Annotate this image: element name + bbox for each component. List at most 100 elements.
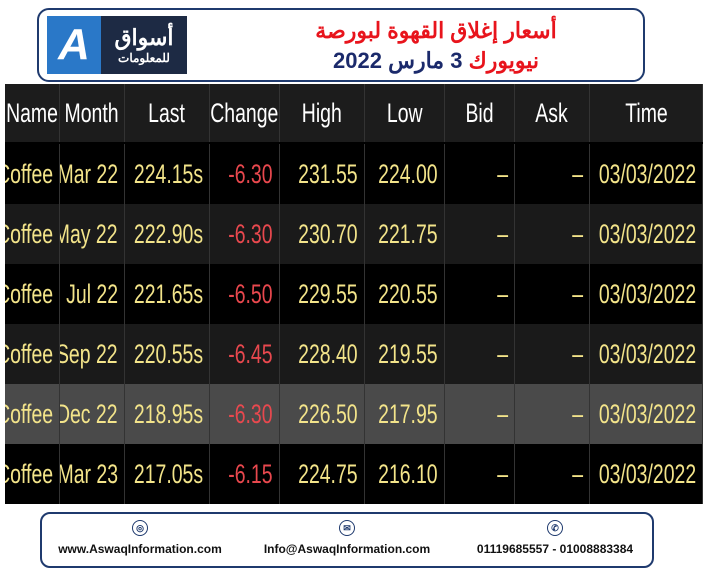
footer-item: ✆ 01119685557 - 01008883384 [462, 520, 648, 556]
cell-text: Bid [465, 97, 494, 128]
cell-text: Dec 22 [60, 398, 118, 429]
cell: -6.45 [210, 324, 280, 384]
cell: 228.40 [280, 324, 365, 384]
cell: 230.70 [280, 204, 365, 264]
cell: 221.65s [125, 264, 210, 324]
title: أسعار إغلاق القهوة لبورصة نيويورك 3 مارس… [239, 16, 633, 76]
cell: 03/03/2022 [590, 264, 703, 324]
logo-line: للمعلومات [118, 51, 170, 65]
cell-text: Coffee [5, 158, 53, 189]
column-header: Month [60, 84, 125, 142]
cell-text: – [572, 218, 583, 249]
cell: May 22 [60, 204, 125, 264]
cell: Sep 22 [60, 324, 125, 384]
cell-text: 03/03/2022 [598, 158, 696, 189]
cell-text: 03/03/2022 [598, 398, 696, 429]
footer-item: ◎ www.AswaqInformation.com [50, 520, 230, 556]
cell-text: 222.90s [133, 218, 203, 249]
column-header: Ask [515, 84, 590, 142]
cell-text: 224.75 [298, 458, 358, 489]
cell-text: – [572, 278, 583, 309]
icon: ✆ [547, 520, 563, 536]
cell-text: 03/03/2022 [598, 338, 696, 369]
cell: Coffee [5, 144, 60, 204]
cell: – [515, 264, 590, 324]
title-part: نيويورك [468, 48, 539, 73]
column-header: Bid [445, 84, 515, 142]
cell: 03/03/2022 [590, 144, 703, 204]
cell: – [445, 324, 515, 384]
cell-text: 216.10 [378, 458, 438, 489]
cell-text: Sep 22 [60, 338, 118, 369]
cell-text: Coffee [5, 398, 53, 429]
cell-text: 228.40 [298, 338, 358, 369]
cell: 226.50 [280, 384, 365, 444]
cell: – [445, 264, 515, 324]
cell: – [515, 324, 590, 384]
cell: – [515, 444, 590, 504]
cell-text: Low [386, 97, 423, 128]
cell-text: Month [64, 97, 120, 128]
cell: 224.75 [280, 444, 365, 504]
cell: 221.75 [365, 204, 445, 264]
cell-text: – [497, 158, 508, 189]
cell: -6.50 [210, 264, 280, 324]
cell: Coffee [5, 264, 60, 324]
column-header: Last [125, 84, 210, 142]
cell-text: -6.50 [228, 278, 273, 309]
cell: 03/03/2022 [590, 324, 703, 384]
title-part: 3 مارس 2022 [333, 48, 463, 73]
cell: – [445, 144, 515, 204]
cell: -6.30 [210, 384, 280, 444]
cell: 229.55 [280, 264, 365, 324]
cell-text: 224.15s [133, 158, 203, 189]
cell: 03/03/2022 [590, 384, 703, 444]
cell-text: 229.55 [298, 278, 358, 309]
cell-text: – [497, 218, 508, 249]
cell: 217.95 [365, 384, 445, 444]
column-header: Low [365, 84, 445, 142]
cell: – [445, 204, 515, 264]
cell: 224.00 [365, 144, 445, 204]
title-line: أسعار إغلاق القهوة لبورصة [315, 18, 557, 43]
column-header: Time [590, 84, 703, 142]
cell-text: 03/03/2022 [598, 278, 696, 309]
cell-text: – [497, 278, 508, 309]
cell-text: 218.95s [133, 398, 203, 429]
cell: Coffee [5, 444, 60, 504]
cell: Coffee [5, 384, 60, 444]
cell: 219.55 [365, 324, 445, 384]
cell: – [515, 204, 590, 264]
cell: 220.55 [365, 264, 445, 324]
cell: 222.90s [125, 204, 210, 264]
cell-text: Mar 23 [60, 458, 118, 489]
cell-text: -6.15 [228, 458, 273, 489]
cell: -6.30 [210, 144, 280, 204]
cell: – [515, 384, 590, 444]
footer-item: ✉ Info@AswaqInformation.com [252, 520, 442, 556]
cell-text: Coffee [5, 458, 53, 489]
cell: Coffee [5, 324, 60, 384]
cell-text: 226.50 [298, 398, 358, 429]
cell: 03/03/2022 [590, 204, 703, 264]
icon: ◎ [132, 520, 148, 536]
logo-text: أسواق للمعلومات [101, 16, 187, 74]
cell-text: Coffee [5, 278, 53, 309]
email[interactable]: Info@AswaqInformation.com [263, 542, 431, 556]
cell: 231.55 [280, 144, 365, 204]
cell-text: 221.75 [378, 218, 438, 249]
website[interactable]: www.AswaqInformation.com [58, 542, 222, 556]
header: A أسواق للمعلومات أسعار إغلاق القهوة لبو… [37, 8, 645, 82]
cell-text: High [302, 97, 342, 128]
cell-text: – [497, 398, 508, 429]
cell-text: 03/03/2022 [598, 218, 696, 249]
column-header: High [280, 84, 365, 142]
cell-text: 220.55 [378, 278, 438, 309]
cell: – [445, 384, 515, 444]
logo-line: أسواق [114, 25, 174, 50]
cell: -6.30 [210, 204, 280, 264]
cell-text: -6.30 [228, 398, 273, 429]
cell: 218.95s [125, 384, 210, 444]
cell: 217.05s [125, 444, 210, 504]
